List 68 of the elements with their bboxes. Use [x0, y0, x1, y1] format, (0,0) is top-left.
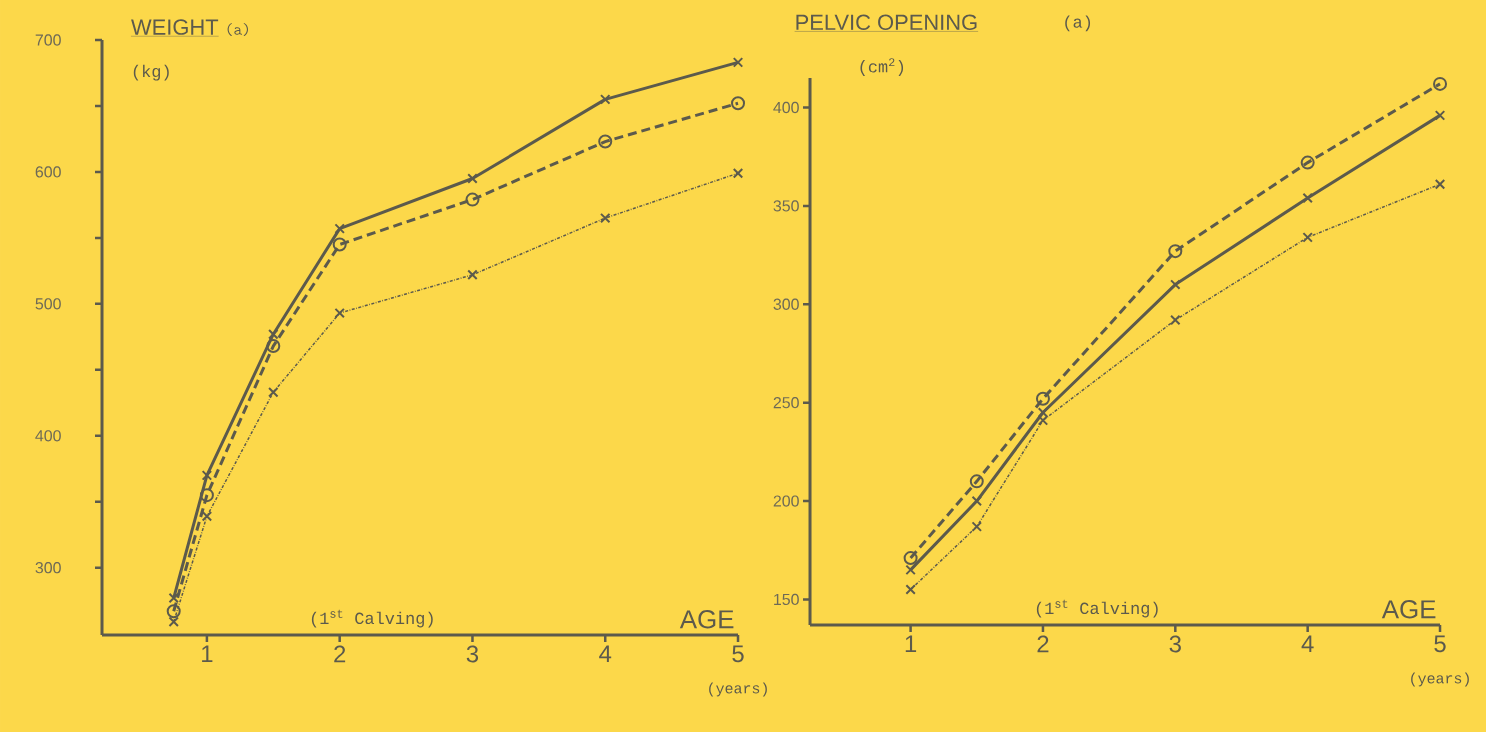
x-tick-label: 4 — [599, 645, 612, 662]
text: (years) — [1411, 672, 1469, 687]
point — [731, 96, 746, 111]
x-tick-label: 1 — [202, 645, 213, 662]
annotation: (1$^{st}$ Calving) — [311, 609, 433, 628]
y-tick-label: 200 — [773, 495, 799, 507]
y-tick-label: 400 — [773, 101, 799, 114]
point — [201, 470, 213, 481]
y-tick-label: 150 — [774, 593, 799, 606]
point — [266, 339, 281, 354]
point — [732, 167, 744, 179]
point — [268, 328, 279, 340]
y-tick-label: 600 — [35, 166, 61, 178]
x-tick-label: 2 — [334, 645, 346, 663]
y-axis-title: (kg) — [133, 64, 169, 81]
chart-title: PELVIC OPENING — [796, 14, 977, 31]
point — [332, 237, 347, 252]
point — [467, 269, 478, 281]
point — [903, 551, 918, 566]
point — [905, 564, 916, 576]
chart-subtitle: (a) — [1065, 15, 1091, 32]
point — [971, 521, 983, 532]
x-tick-label: 5 — [1434, 635, 1446, 653]
point — [600, 212, 611, 224]
x-axis-title: AGE — [679, 610, 734, 629]
point — [334, 307, 345, 319]
chart-title: WEIGHT — [131, 19, 219, 35]
x-tick-label: 5 — [732, 645, 744, 663]
y-tick-label: 300 — [773, 298, 799, 310]
point — [1302, 232, 1313, 243]
x-tick-label: 3 — [466, 645, 479, 663]
point — [1037, 415, 1049, 426]
point — [166, 604, 181, 619]
y-axis-title: (cm$^{2}$) — [860, 58, 904, 76]
point — [1170, 314, 1181, 326]
x-tick-label: 1 — [905, 635, 917, 652]
point — [1035, 391, 1050, 406]
point — [1434, 110, 1446, 121]
y-tick-label: 700 — [35, 34, 61, 46]
point — [969, 474, 984, 489]
point — [199, 488, 214, 503]
x-tick-label: 3 — [1169, 635, 1181, 653]
point — [168, 592, 179, 604]
point — [268, 386, 279, 398]
point — [905, 584, 916, 595]
point — [1433, 76, 1448, 91]
y-tick-label: 350 — [773, 200, 799, 212]
point — [1434, 178, 1446, 190]
point — [467, 173, 478, 184]
x-axis-title: AGE — [1381, 600, 1436, 619]
point — [598, 134, 613, 149]
y-tick-label: 500 — [35, 298, 61, 310]
point — [201, 511, 213, 522]
point — [600, 94, 611, 105]
annotation: (1$^{st}$ Calving) — [1036, 599, 1158, 618]
y-tick-label: 250 — [773, 397, 799, 409]
point — [168, 616, 179, 628]
chart-subtitle: (a) — [227, 22, 248, 37]
y-tick-label: 400 — [35, 430, 61, 442]
point — [732, 57, 744, 68]
y-tick-label: 300 — [35, 562, 61, 574]
point — [1300, 155, 1315, 170]
text: (years) — [709, 682, 767, 697]
x-tick-label: 2 — [1037, 635, 1049, 653]
point — [1168, 244, 1183, 259]
x-tick-label: 4 — [1301, 635, 1314, 652]
point — [465, 192, 480, 207]
point — [334, 223, 345, 234]
